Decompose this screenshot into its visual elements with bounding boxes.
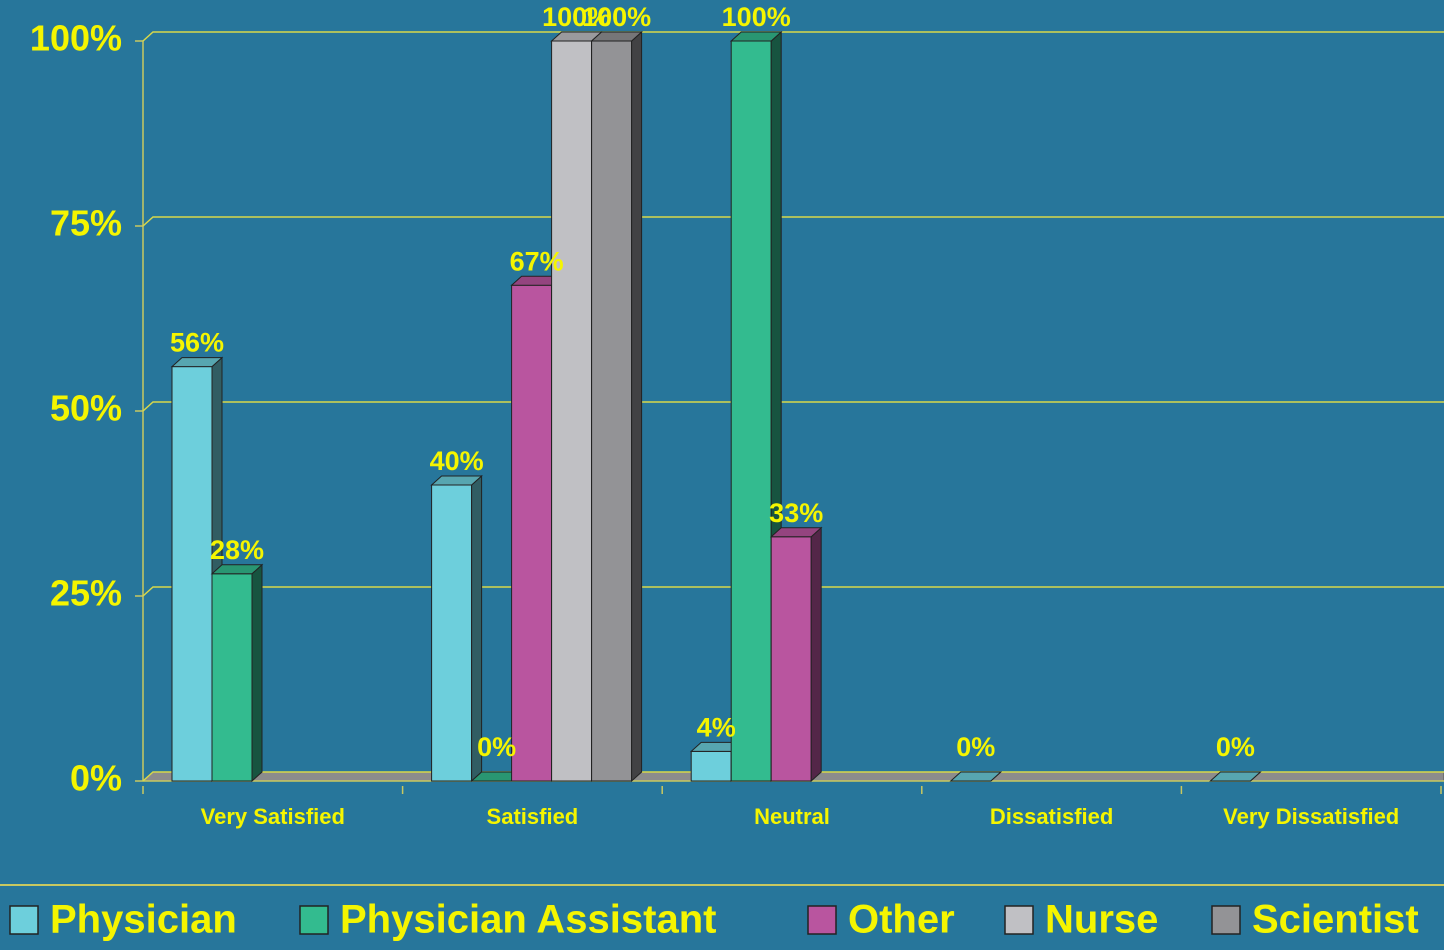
bar [591,40,633,782]
bar [730,40,772,782]
x-tick-label: Dissatisfied [990,804,1114,829]
bar-side [810,526,822,783]
y-tick-label: 0% [70,758,122,799]
bar-top [729,31,783,42]
x-tick-label: Very Dissatisfied [1223,804,1399,829]
bar-side [251,563,263,783]
y-tick-label: 25% [50,573,122,614]
legend-swatch [9,905,39,935]
bar-top [590,31,643,42]
data-label: 56% [170,328,224,358]
data-label: 33% [769,498,823,528]
bar [551,40,593,782]
data-label: 100% [582,2,651,32]
data-label: 40% [430,446,484,476]
data-label: 67% [510,246,564,276]
grid-line [142,771,1444,782]
bar-top [1209,771,1262,782]
data-label: 28% [210,535,264,565]
legend-swatch [1004,905,1034,935]
bar-top [170,357,224,368]
bar [431,484,473,782]
data-label: 4% [697,713,736,743]
bar [511,284,553,782]
bar-top [949,771,1003,782]
x-tick-label: Satisfied [487,804,579,829]
grid-line [142,31,1444,42]
data-label: 100% [542,2,611,32]
legend-swatch [299,905,329,935]
legend-swatch [807,905,837,935]
bar [211,573,253,782]
legend-label: Scientist [1252,898,1419,942]
bar-side [631,30,643,783]
bar-top [430,475,483,486]
data-label: 0% [956,732,995,762]
legend-label: Physician Assistant [340,898,716,942]
data-label: 0% [1216,732,1255,762]
y-tick-label: 50% [50,388,122,429]
bar-top [769,527,823,538]
bar [171,366,213,782]
bar [690,750,732,782]
data-label: 100% [722,2,791,32]
y-tick-label: 75% [50,203,122,244]
x-tick-label: Very Satisfied [201,804,345,829]
bar [770,536,812,782]
legend-label: Physician [50,898,237,942]
grid-line [142,216,1444,227]
legend-swatch [1211,905,1241,935]
bar-top [210,564,264,575]
data-label: 0% [477,732,516,762]
grid-line [142,401,1444,412]
y-tick-label: 100% [30,18,122,59]
grid-line [142,586,1444,597]
legend-label: Nurse [1045,898,1158,942]
x-tick-label: Neutral [754,804,830,829]
legend-label: Other [848,898,955,942]
